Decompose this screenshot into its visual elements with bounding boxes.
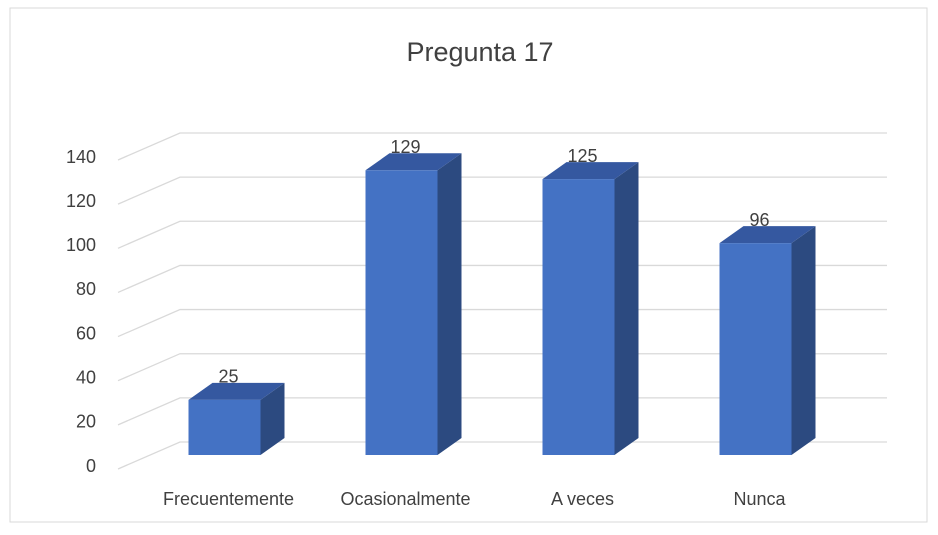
chart-title: Pregunta 17 <box>406 37 553 67</box>
y-tick-label: 100 <box>66 235 96 255</box>
bar-side <box>437 153 462 455</box>
bar <box>365 153 462 455</box>
grid-line <box>117 353 887 382</box>
bar-front <box>719 243 792 455</box>
data-label: 25 <box>218 367 238 387</box>
grid-line <box>117 264 887 294</box>
y-tick-label: 60 <box>76 323 96 343</box>
x-tick-label: Frecuentemente <box>163 489 294 509</box>
bar-top <box>188 382 285 400</box>
y-tick-label: 140 <box>66 147 96 167</box>
y-tick-label: 20 <box>76 412 96 432</box>
y-tick-label: 80 <box>76 279 96 299</box>
x-tick-label: Ocasionalmente <box>340 489 470 509</box>
data-label: 125 <box>567 146 597 166</box>
bar-side <box>614 162 639 455</box>
grid-line <box>117 220 887 249</box>
bar-front <box>188 399 261 455</box>
grid-line <box>117 132 887 161</box>
grid-line <box>117 397 887 426</box>
grid-line <box>117 176 887 205</box>
y-tick-label: 0 <box>86 456 96 476</box>
bar-front <box>365 170 438 455</box>
bar <box>719 226 816 455</box>
bar <box>188 382 285 455</box>
x-tick-label: Nunca <box>733 489 786 509</box>
y-tick-label: 120 <box>66 191 96 211</box>
bar-side <box>260 382 285 455</box>
bar-front <box>542 179 615 455</box>
bar <box>542 162 639 455</box>
data-label: 129 <box>390 137 420 157</box>
bar-side <box>791 226 816 455</box>
grid-line <box>117 441 887 470</box>
x-tick-label: A veces <box>551 489 614 509</box>
data-label: 96 <box>749 210 769 230</box>
bar-top <box>719 226 816 244</box>
grid-line <box>117 308 887 338</box>
bar-top <box>365 153 462 171</box>
bar-top <box>542 162 639 180</box>
y-tick-label: 40 <box>76 367 96 387</box>
